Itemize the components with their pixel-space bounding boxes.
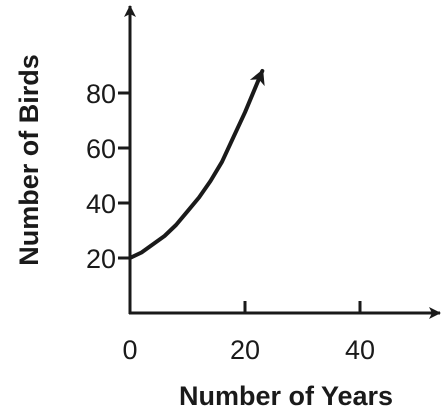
series-line bbox=[128, 69, 265, 260]
y-tick-label: 60 bbox=[86, 134, 116, 164]
y-tick-label: 20 bbox=[86, 244, 116, 274]
y-tick-label: 80 bbox=[86, 79, 116, 109]
x-tick-group: 0 20 40 bbox=[122, 301, 375, 365]
y-axis-title: Number of Birds bbox=[14, 54, 44, 266]
x-tick-label: 0 bbox=[122, 335, 137, 365]
x-axis-title: Number of Years bbox=[179, 381, 393, 411]
x-tick-label: 40 bbox=[345, 335, 375, 365]
x-tick-label: 20 bbox=[230, 335, 260, 365]
y-tick-label: 40 bbox=[86, 189, 116, 219]
y-tick-group: 20 40 60 80 bbox=[86, 79, 130, 274]
